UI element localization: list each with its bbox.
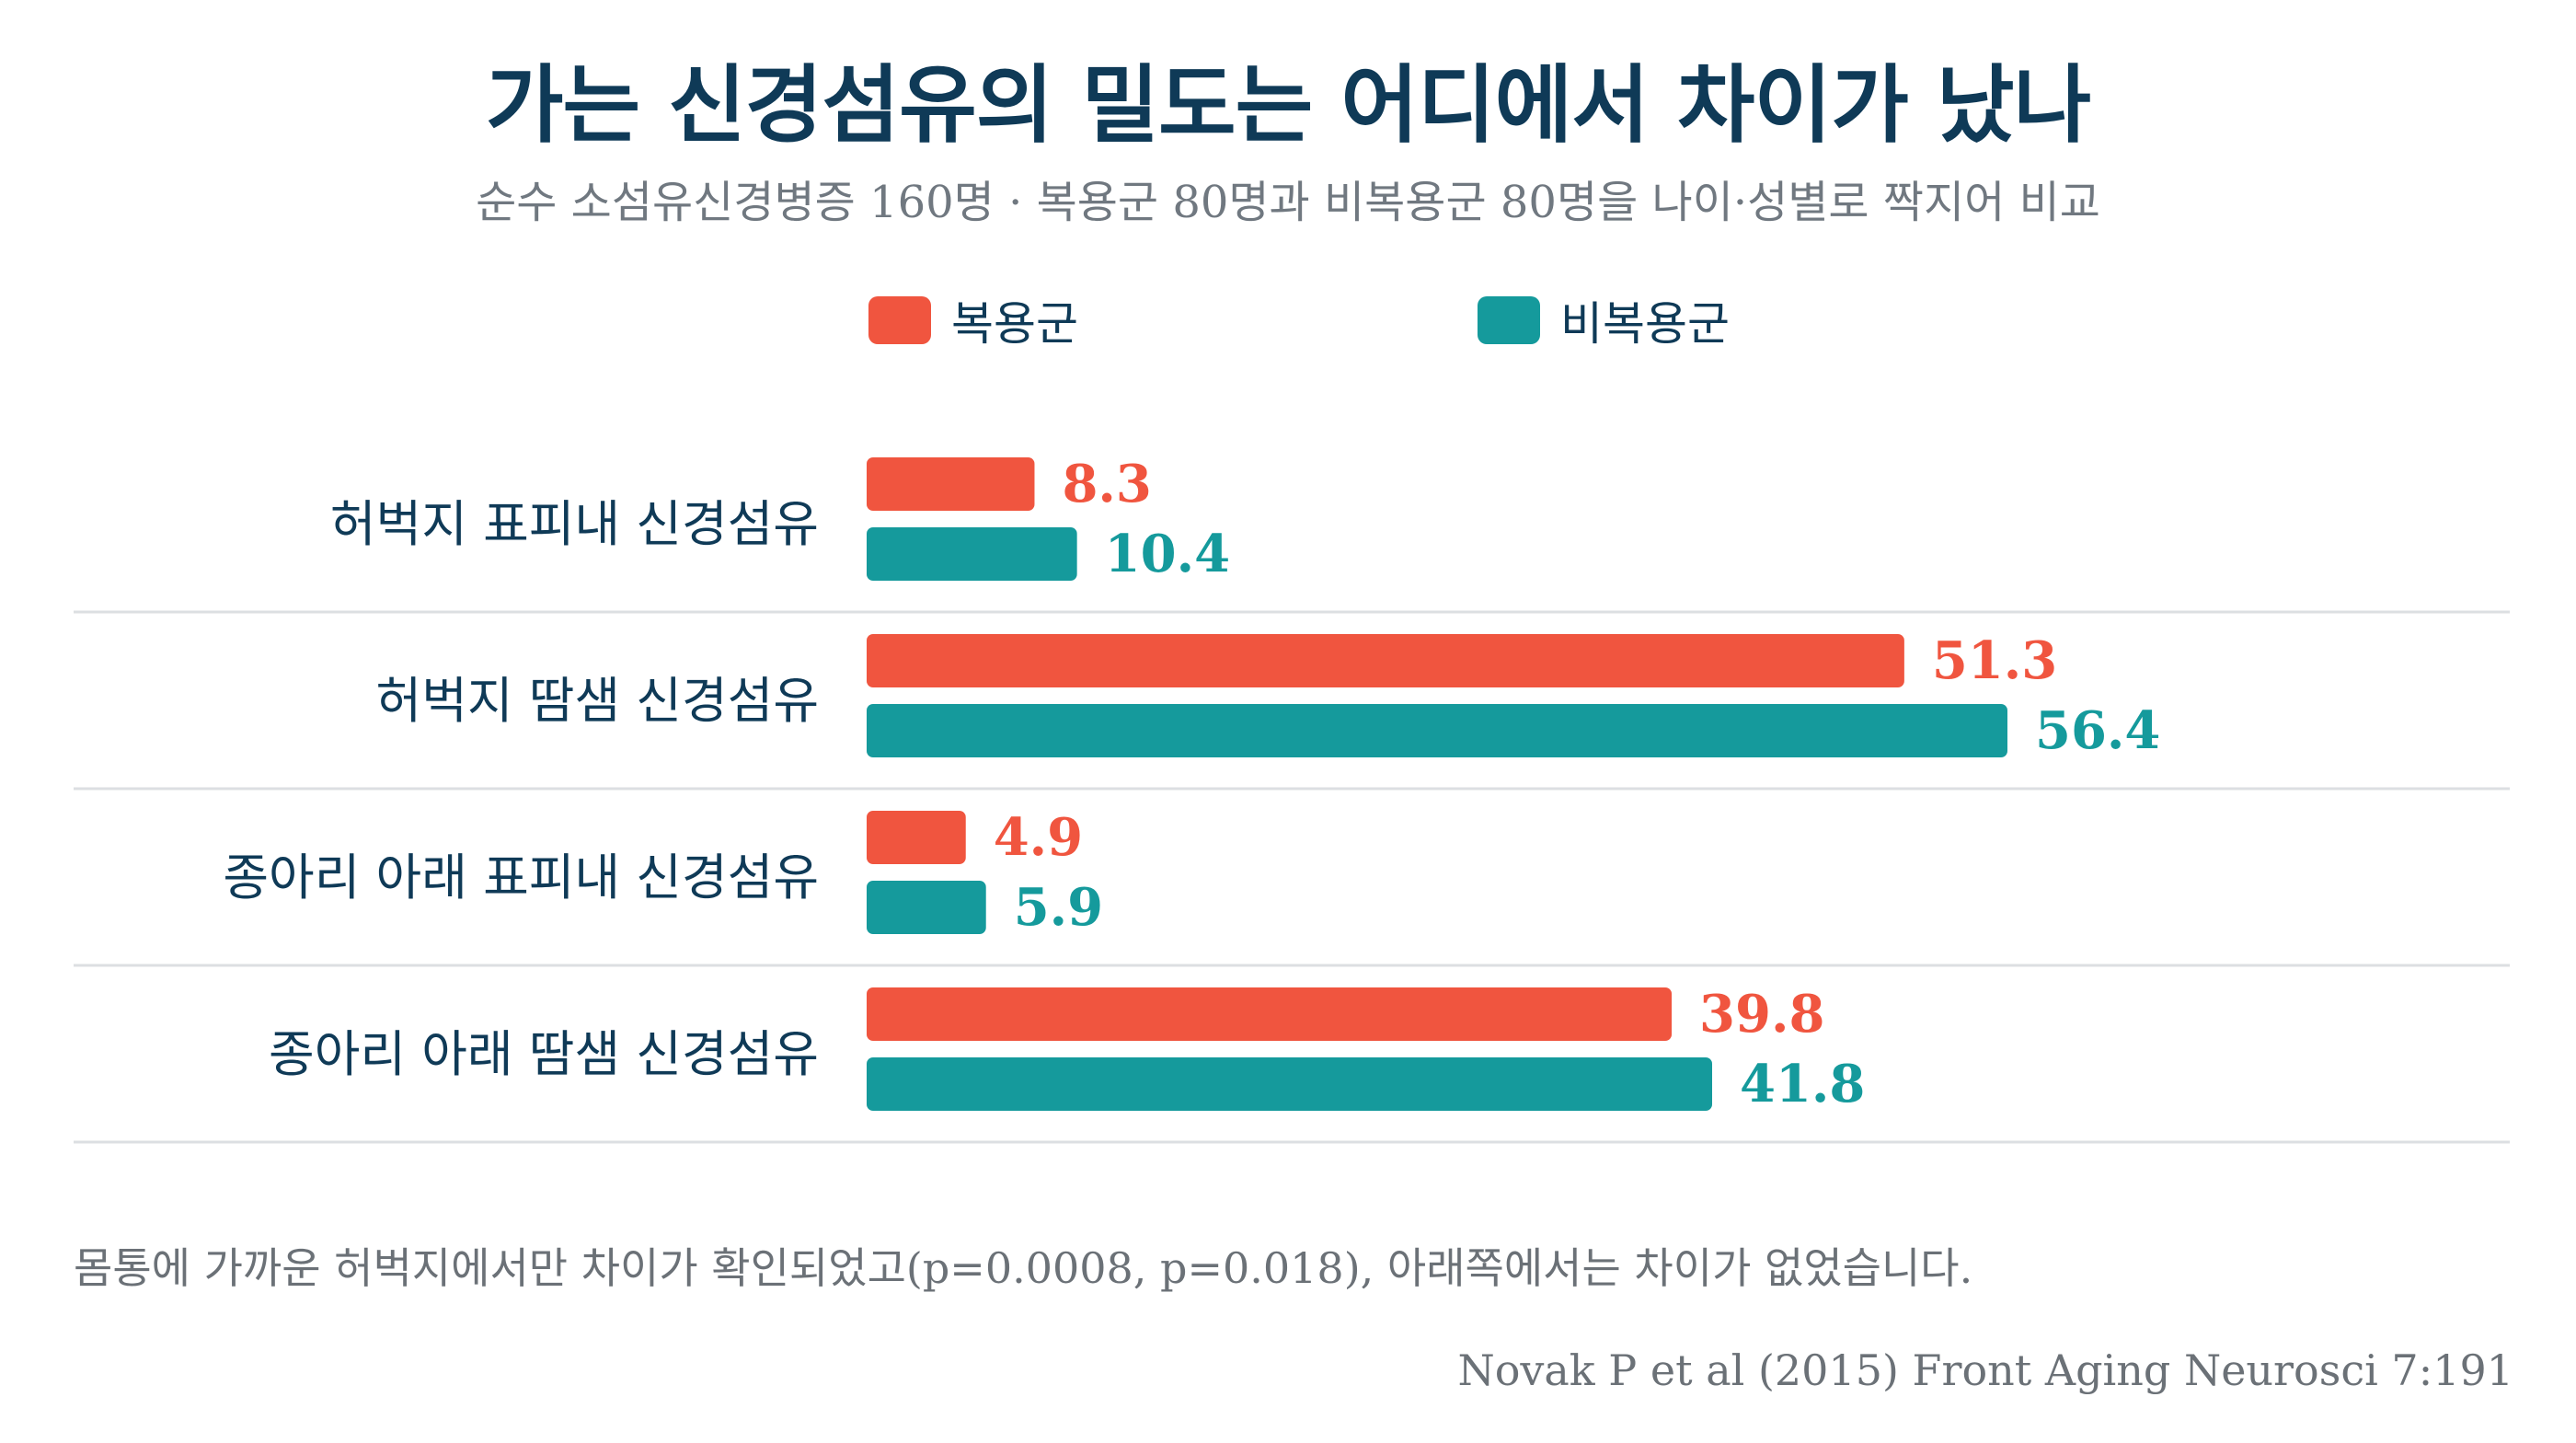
bar-series1-3	[867, 811, 966, 864]
bar-series2-4	[867, 1057, 1713, 1111]
bar-series1-2	[867, 634, 1904, 687]
category-label-2: 허벅지 땀샘 신경섬유	[375, 672, 819, 730]
bar-series2-1	[867, 527, 1077, 581]
legend-swatch-series2	[1478, 296, 1540, 344]
category-label-4: 종아리 아래 땀샘 신경섬유	[269, 1025, 819, 1083]
data-label-series1-3: 4.9	[994, 807, 1083, 868]
data-label-series1-2: 51.3	[1932, 630, 2057, 691]
data-label-series1-4: 39.8	[1699, 984, 1824, 1045]
data-label-series2-4: 41.8	[1740, 1054, 1865, 1114]
category-label-3: 종아리 아래 표피내 신경섬유	[223, 848, 819, 906]
bar-series1-1	[867, 457, 1035, 511]
legend-label-series2: 비복용군	[1560, 297, 1730, 351]
legend-swatch-series1	[868, 296, 931, 344]
legend-item-series1: 복용군	[868, 293, 1078, 351]
legend-item-series2: 비복용군	[1478, 293, 1730, 351]
chart-subtitle: 순수 소섬유신경병증 160명 · 복용군 80명과 비복용군 80명을 나이·…	[476, 177, 2100, 228]
chart-title: 가는 신경섬유의 밀도는 어디에서 차이가 났나	[485, 56, 2091, 155]
bar-series2-3	[867, 881, 986, 934]
legend-label-series1: 복용군	[951, 297, 1078, 351]
data-label-series1-1: 8.3	[1062, 454, 1151, 514]
data-label-series2-1: 10.4	[1105, 524, 1230, 584]
source-citation: Novak P et al (2015) Front Aging Neurosc…	[1457, 1345, 2513, 1395]
bar-series1-4	[867, 987, 1673, 1041]
footnote: 몸통에 가까운 허벅지에서만 차이가 확인되었고(p=0.0008, p=0.0…	[74, 1243, 1973, 1293]
category-label-1: 허벅지 표피내 신경섬유	[329, 495, 819, 553]
bar-series2-2	[867, 704, 2007, 757]
data-label-series2-3: 5.9	[1014, 877, 1103, 938]
data-label-series2-2: 56.4	[2035, 700, 2160, 761]
